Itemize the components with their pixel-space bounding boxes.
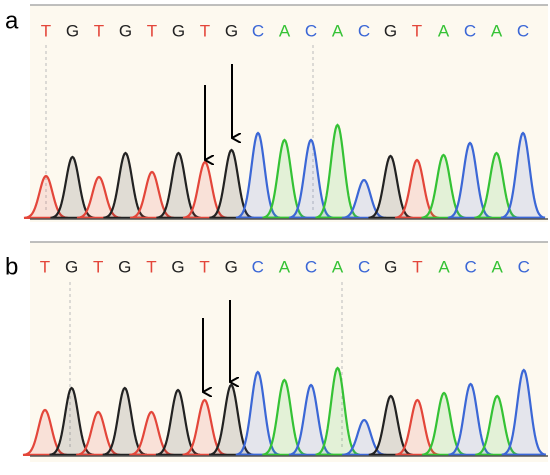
peak — [288, 383, 334, 456]
base-call: A — [438, 21, 450, 40]
base-call: T — [412, 21, 422, 40]
peak — [342, 418, 387, 456]
base-call: T — [93, 257, 103, 276]
peak — [421, 153, 466, 219]
peak — [341, 178, 387, 219]
peak — [156, 151, 201, 219]
peak — [23, 174, 69, 219]
base-call: C — [358, 21, 370, 40]
peak — [421, 391, 467, 456]
base-call: C — [517, 21, 529, 40]
peak — [448, 382, 493, 456]
peak — [76, 410, 121, 456]
peak — [315, 123, 360, 219]
base-call: T — [412, 257, 422, 276]
base-call: C — [464, 21, 476, 40]
base-call: A — [438, 257, 450, 276]
base-call: T — [146, 257, 156, 276]
peak — [262, 378, 307, 456]
base-call: T — [94, 21, 104, 40]
peak — [155, 388, 201, 456]
peak — [447, 141, 493, 219]
peak — [103, 151, 148, 219]
base-call: G — [118, 257, 131, 276]
peak — [501, 368, 547, 456]
base-call: A — [279, 21, 291, 40]
base-call: C — [358, 257, 370, 276]
base-call: G — [225, 257, 238, 276]
peak — [262, 138, 307, 219]
base-call: C — [305, 21, 317, 40]
base-call: C — [252, 21, 264, 40]
peak — [235, 131, 281, 219]
base-call: T — [199, 257, 209, 276]
peak — [49, 386, 94, 456]
base-call: G — [65, 257, 78, 276]
peak — [22, 408, 68, 456]
base-call: G — [119, 21, 132, 40]
panel-label: b — [5, 253, 18, 280]
base-call: C — [252, 257, 264, 276]
peak — [129, 170, 175, 219]
peak — [76, 175, 122, 219]
base-call: A — [332, 257, 344, 276]
base-call: A — [492, 257, 504, 276]
base-call: A — [332, 21, 344, 40]
base-call: G — [172, 21, 185, 40]
peak — [288, 138, 334, 219]
base-call: A — [491, 21, 503, 40]
peak — [235, 370, 280, 456]
base-call: G — [225, 21, 238, 40]
peak — [394, 158, 440, 219]
peak — [315, 366, 360, 456]
peak — [129, 410, 174, 456]
chromatogram — [22, 123, 548, 457]
peak — [395, 398, 440, 456]
base-call: T — [41, 21, 51, 40]
base-call: C — [518, 257, 530, 276]
peak — [182, 398, 227, 456]
peak — [474, 151, 519, 219]
base-call: C — [305, 257, 317, 276]
peak — [368, 154, 413, 219]
base-call: T — [147, 21, 157, 40]
base-call: G — [384, 21, 397, 40]
peak — [500, 131, 546, 219]
peak — [475, 394, 520, 456]
base-call: G — [171, 257, 184, 276]
base-call: G — [66, 21, 79, 40]
base-call: A — [279, 257, 291, 276]
peak — [368, 394, 413, 456]
panel-label: a — [5, 7, 19, 34]
base-call: C — [464, 257, 476, 276]
base-call: T — [40, 257, 50, 276]
base-call: G — [384, 257, 397, 276]
peak — [102, 386, 148, 456]
peak — [209, 148, 254, 219]
peak — [50, 155, 95, 219]
base-call: T — [200, 21, 210, 40]
